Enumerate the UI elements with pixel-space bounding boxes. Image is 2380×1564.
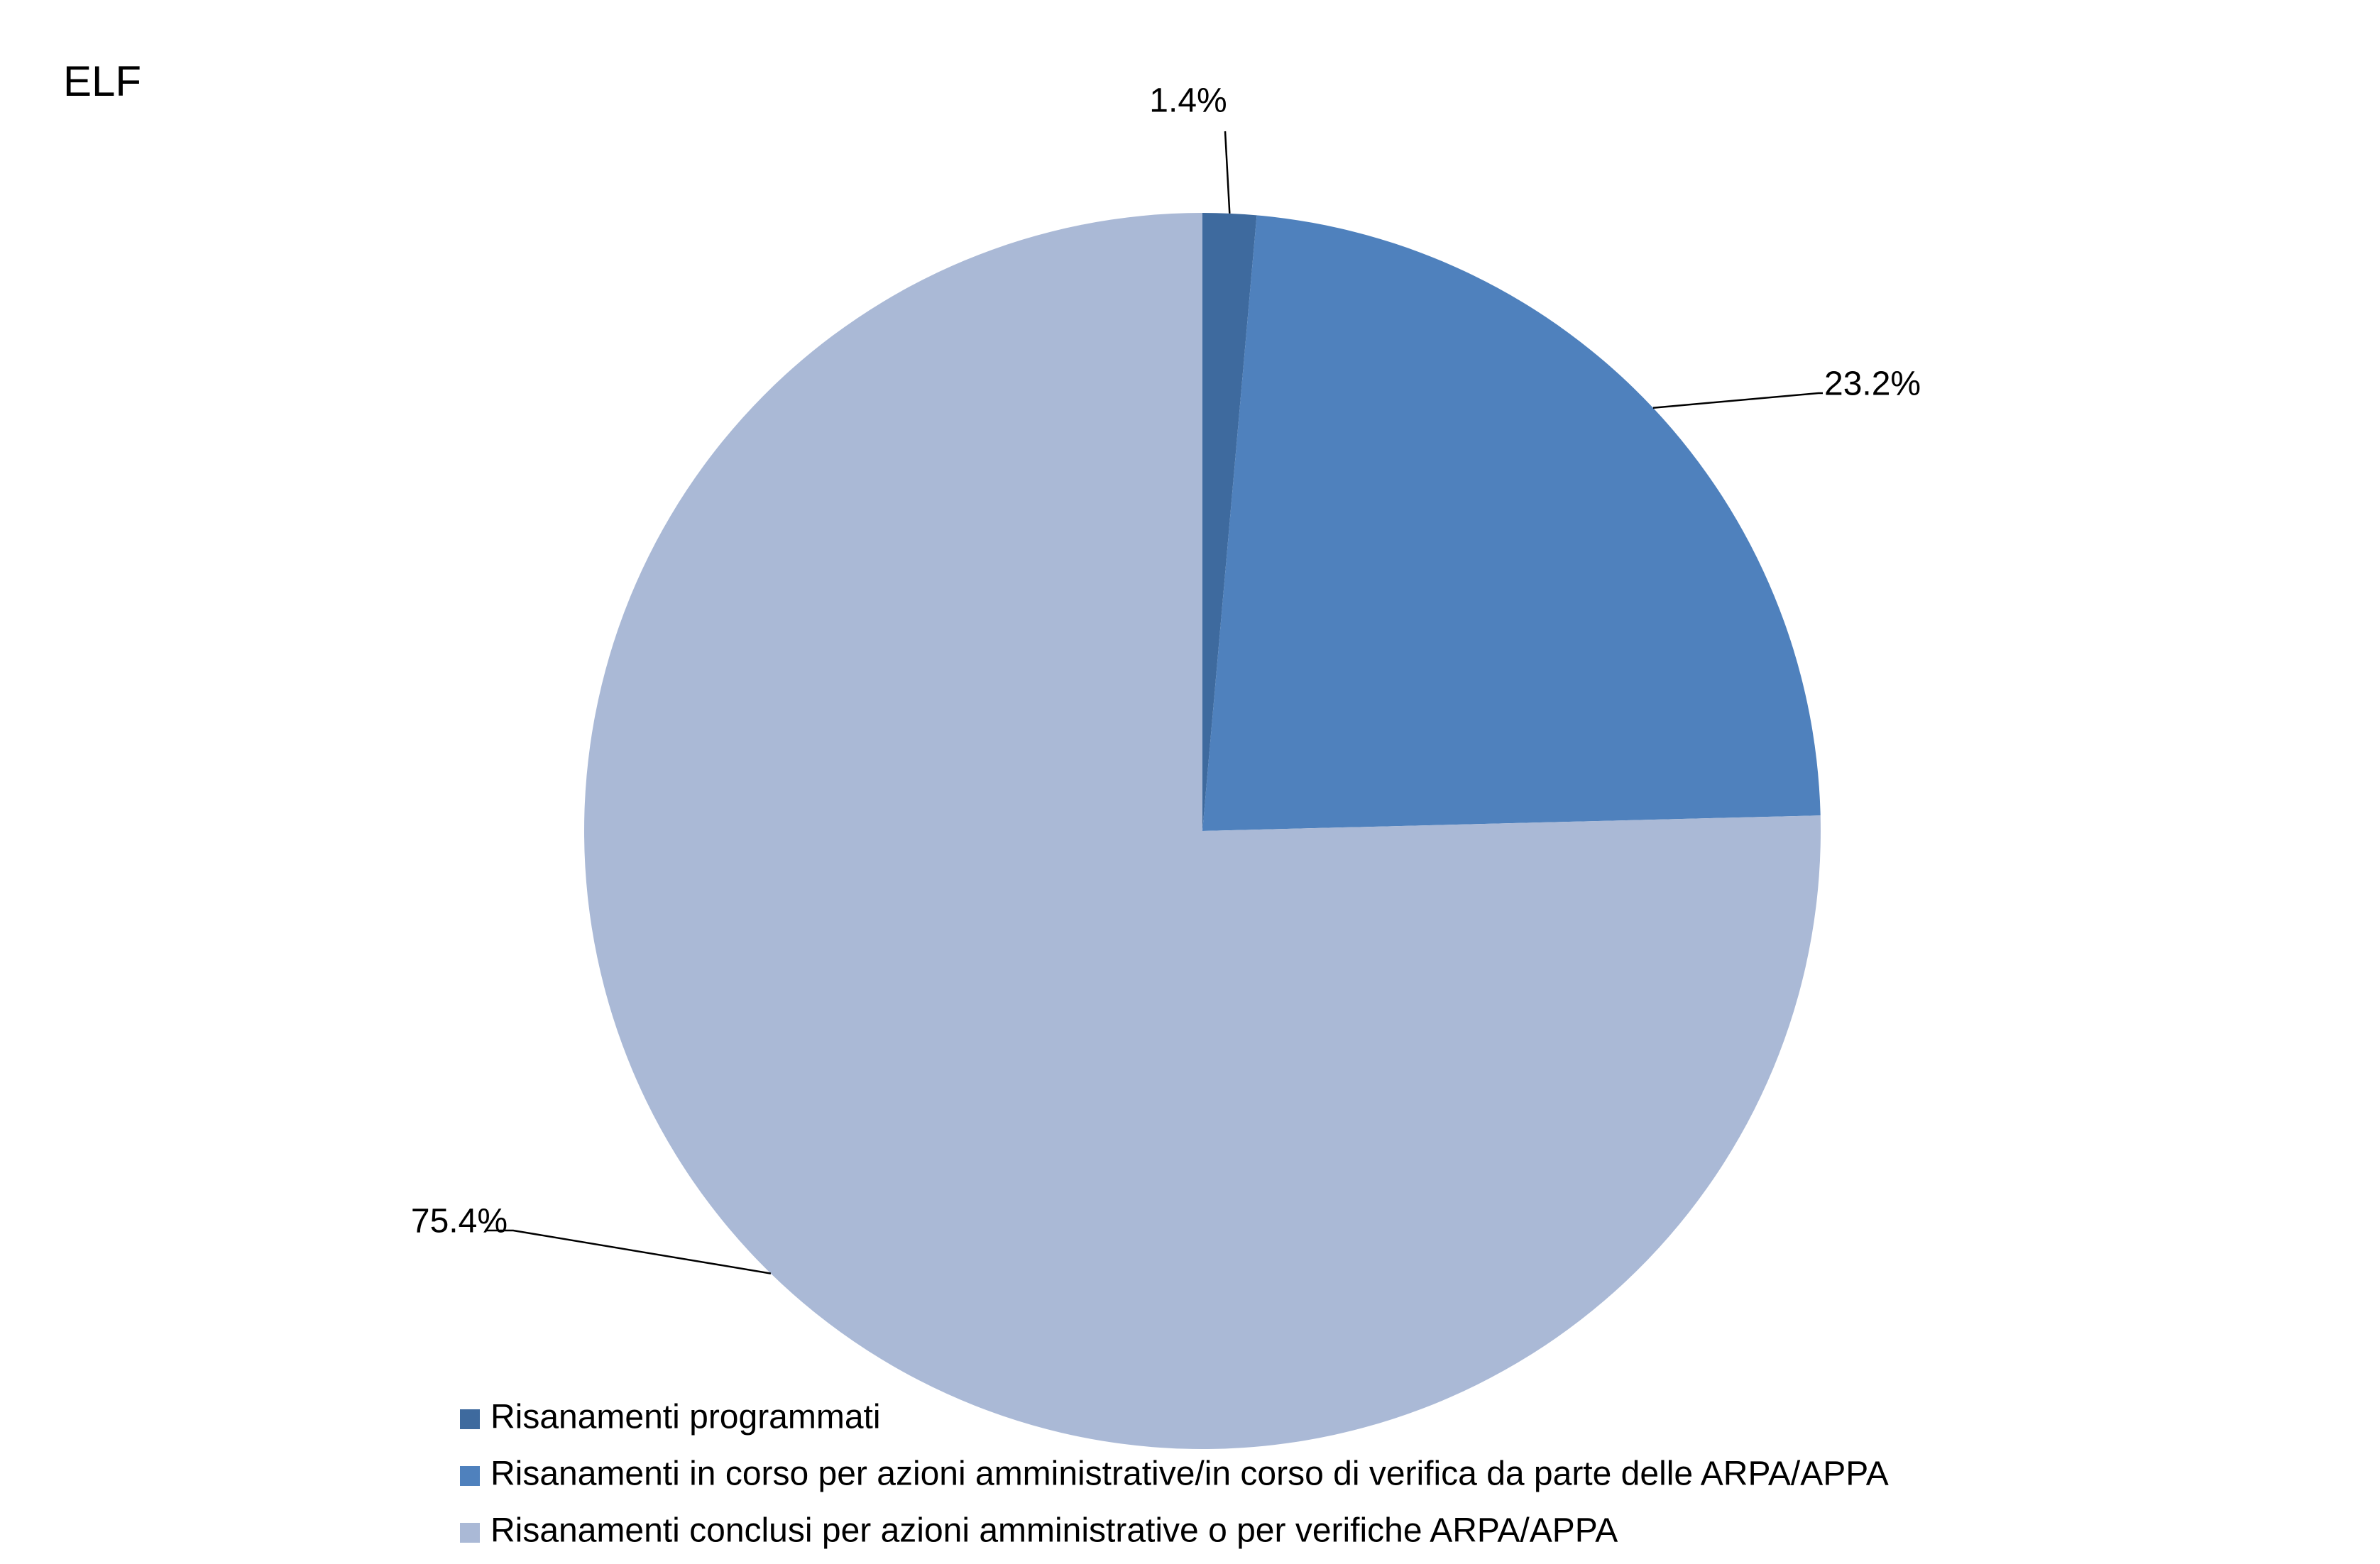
pie-slice <box>1202 213 1257 831</box>
legend-label: Risanamenti in corso per azioni amminist… <box>490 1455 1889 1493</box>
legend-swatch <box>460 1523 480 1543</box>
legend-label: Risanamenti conclusi per azioni amminist… <box>490 1512 1618 1550</box>
leader-line <box>1652 392 1823 409</box>
legend-label: Risanamenti programmati <box>490 1399 881 1436</box>
data-label: 1.4% <box>1149 82 1227 120</box>
leader-line <box>485 1229 772 1274</box>
pie-slice <box>583 213 1821 1449</box>
legend-swatch <box>460 1409 480 1429</box>
chart-title: ELF <box>63 57 141 105</box>
data-label: 23.2% <box>1824 365 1921 403</box>
pie-slice <box>1202 215 1821 831</box>
data-label: 75.4% <box>411 1203 508 1240</box>
legend-swatch <box>460 1466 480 1486</box>
leader-line <box>1224 131 1231 214</box>
